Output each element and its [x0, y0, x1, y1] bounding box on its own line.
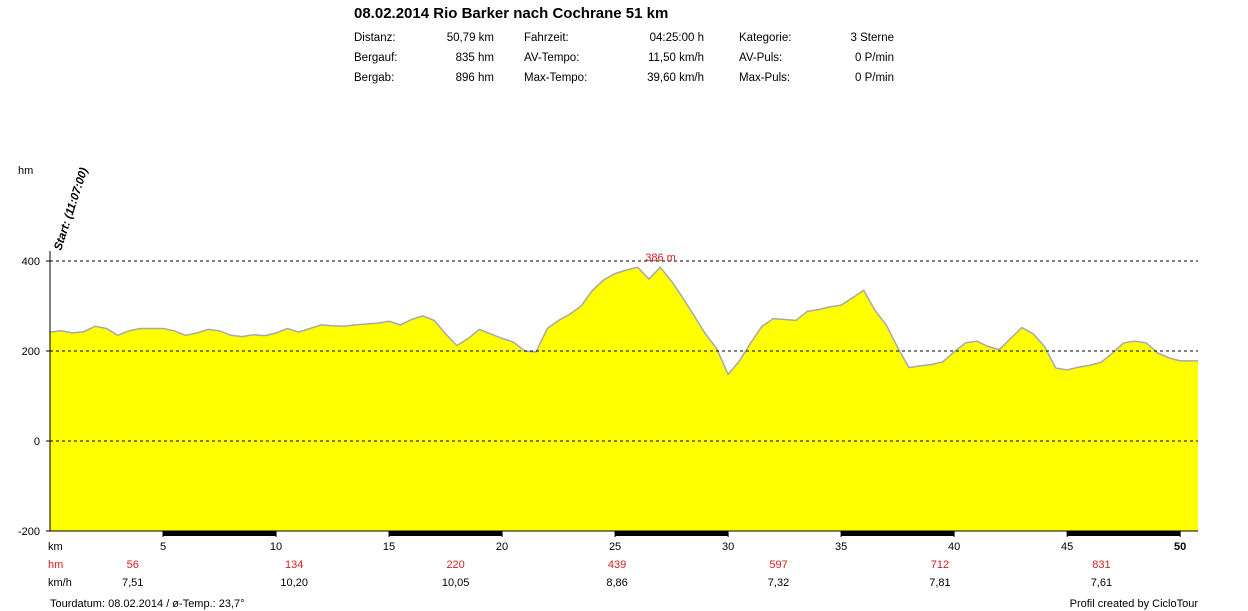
stat-max-tempo-label: Max-Tempo:	[524, 72, 588, 84]
speed-value: 8,86	[606, 577, 627, 589]
x-tick-label-15: 15	[383, 541, 395, 553]
x-tick-label-20: 20	[496, 541, 508, 553]
x-tick-label-25: 25	[609, 541, 621, 553]
km-segment-4	[1067, 531, 1181, 536]
stat-max-puls-label: Max-Puls:	[739, 72, 791, 84]
hm-value: 56	[127, 559, 139, 571]
x-tick-label-35: 35	[835, 541, 847, 553]
km-segment-3	[841, 531, 955, 536]
footer-credit: Profil created by CicloTour	[1069, 598, 1198, 610]
stat-max-tempo-value: 39,60 km/h	[647, 72, 704, 84]
start-time-label: Start: (11:07:00)	[52, 166, 90, 252]
footer-tour-info: Tourdatum: 08.02.2014 / ø-Temp.: 23,7°	[50, 598, 245, 610]
hm-row-label: hm	[48, 559, 63, 571]
elevation-line	[49, 266, 1198, 376]
stat-av-puls-value: 0 P/min	[855, 52, 894, 64]
hm-value: 712	[931, 559, 949, 571]
hm-value: 134	[285, 559, 303, 571]
km-segment-1	[389, 531, 503, 536]
x-tick-label-50: 50	[1174, 541, 1186, 553]
km-segment-0	[163, 531, 277, 536]
page-title: 08.02.2014 Rio Barker nach Cochrane 51 k…	[354, 5, 669, 22]
speed-value: 10,20	[280, 577, 308, 589]
speed-row-label: km/h	[48, 577, 72, 589]
stat-max-puls-value: 0 P/min	[855, 72, 894, 84]
x-tick-label-30: 30	[722, 541, 734, 553]
y-tick-label-0: 0	[34, 436, 40, 448]
stat-bergab-label: Bergab:	[354, 72, 395, 84]
hm-value: 220	[446, 559, 464, 571]
hm-value: 831	[1092, 559, 1110, 571]
stat-kategorie-value: 3 Sterne	[850, 32, 894, 44]
stat-fahrzeit-value: 04:25:00 h	[649, 32, 704, 44]
speed-value: 7,32	[768, 577, 789, 589]
hm-value: 597	[769, 559, 787, 571]
stat-distanz-value: 50,79 km	[446, 32, 494, 44]
stat-kategorie-label: Kategorie:	[739, 32, 792, 44]
elevation-area	[50, 267, 1198, 531]
stat-av-puls-label: AV-Puls:	[739, 52, 783, 64]
stat-av-tempo-label: AV-Tempo:	[524, 52, 580, 64]
y-tick-label-200: 200	[22, 346, 40, 358]
stat-bergauf-value: 835 hm	[455, 52, 494, 64]
stat-bergauf-label: Bergauf:	[354, 52, 398, 64]
x-tick-label-40: 40	[948, 541, 960, 553]
hm-value: 439	[608, 559, 626, 571]
max-elevation-label: 386 m	[645, 252, 676, 264]
x-tick-label-10: 10	[270, 541, 282, 553]
speed-value: 7,51	[122, 577, 143, 589]
y-tick-label-400: 400	[22, 256, 40, 268]
speed-value: 7,81	[929, 577, 950, 589]
x-tick-label-45: 45	[1061, 541, 1073, 553]
x-tick-label-5: 5	[160, 541, 166, 553]
y-tick-label--200: -200	[18, 526, 40, 538]
stat-fahrzeit-label: Fahrzeit:	[524, 32, 569, 44]
speed-value: 10,05	[442, 577, 470, 589]
stat-distanz-label: Distanz:	[354, 32, 396, 44]
x-axis-label: km	[48, 541, 63, 553]
stat-av-tempo-value: 11,50 km/h	[647, 52, 704, 64]
y-axis-label: hm	[18, 165, 33, 177]
km-segment-2	[615, 531, 729, 536]
speed-value: 7,61	[1091, 577, 1112, 589]
stat-bergab-value: 896 hm	[455, 72, 494, 84]
